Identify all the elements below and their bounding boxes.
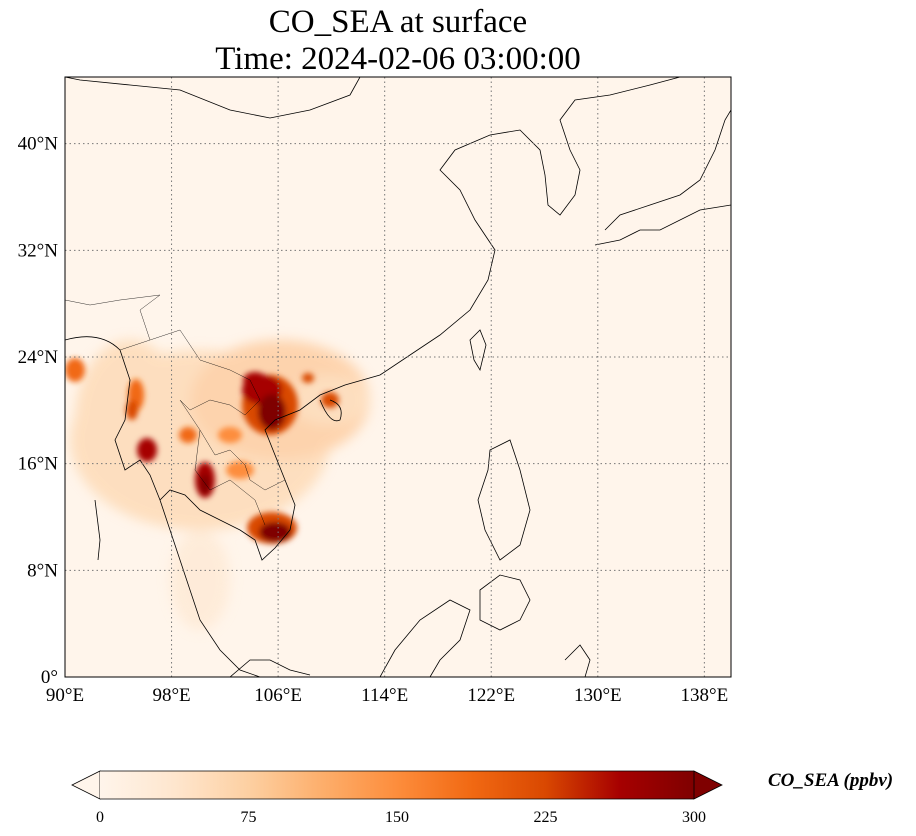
colorbar-gradient [100, 771, 694, 799]
gridlines [65, 77, 731, 677]
y-tick-label: 32°N [18, 240, 59, 261]
x-tick-label: 106°E [254, 685, 302, 706]
colorbar-extend-high [693, 770, 723, 800]
colorbar-tick-label: 150 [385, 809, 409, 826]
x-tick-label: 114°E [361, 685, 408, 706]
colorbar-tick-label: 75 [241, 809, 257, 826]
longitude-axis: 90°E 98°E 106°E 114°E 122°E 130°E 138°E [46, 685, 728, 706]
y-tick-label: 16°N [18, 454, 59, 475]
x-tick-label: 98°E [152, 685, 190, 706]
x-tick-label: 90°E [46, 685, 84, 706]
y-tick-label: 0° [41, 667, 58, 688]
map-title: CO_SEA at surface [268, 4, 528, 40]
map-time-subtitle: Time: 2024-02-06 03:00:00 [215, 41, 581, 77]
y-tick-label: 8°N [27, 560, 58, 581]
colorbar-extend-low [71, 770, 101, 800]
latitude-axis: 0° 8°N 16°N 24°N 32°N 40°N [18, 134, 59, 688]
colorbar-tick-label: 0 [96, 809, 104, 826]
x-tick-label: 130°E [574, 685, 622, 706]
colorbar-label: CO_SEA (ppbv) [768, 770, 894, 791]
x-tick-label: 122°E [467, 685, 515, 706]
map-frame [64, 76, 732, 678]
colorbar-tick-label: 300 [682, 809, 706, 826]
colorbar-ticks: 0 75 150 225 300 [96, 809, 706, 826]
concentration-field [65, 340, 370, 630]
colorbar-tick-label: 225 [534, 809, 558, 826]
y-tick-label: 24°N [18, 347, 59, 368]
x-tick-label: 138°E [681, 685, 729, 706]
coastlines [65, 77, 731, 677]
y-tick-label: 40°N [18, 134, 59, 155]
colorbar: 0 75 150 225 300 [71, 770, 723, 826]
